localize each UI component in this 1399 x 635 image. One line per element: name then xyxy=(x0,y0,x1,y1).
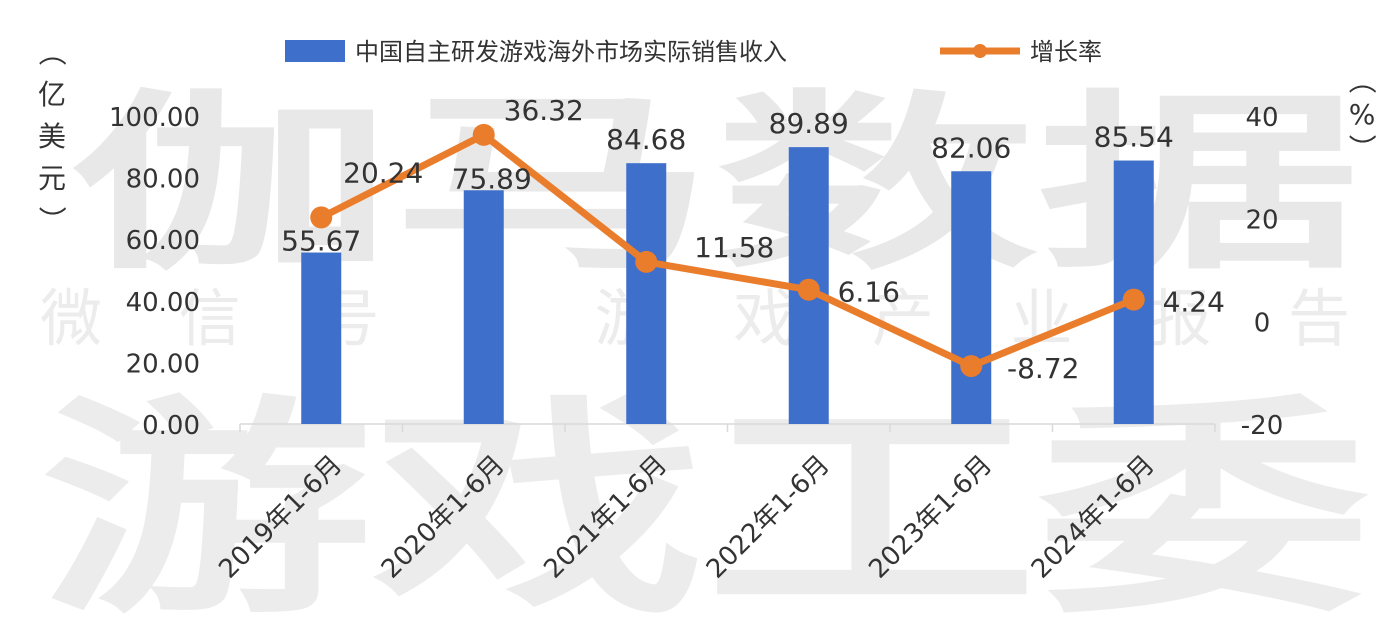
growth-point xyxy=(1122,288,1145,311)
left-axis-tick-label: 0.00 xyxy=(142,411,200,441)
data-labels: 55.67 75.89 84.68 89.89 82.06 85.54 20.24 36.32… xyxy=(281,94,1225,385)
growth-point xyxy=(310,206,333,229)
growth-value-label: 11.58 xyxy=(694,231,774,264)
bar-value-label: 82.06 xyxy=(931,131,1011,164)
left-axis-unit-char: 美 xyxy=(38,120,66,153)
left-axis-unit-char: 亿 xyxy=(38,78,66,111)
legend-line-marker xyxy=(973,44,987,58)
left-axis-unit-char: ） xyxy=(35,206,68,234)
left-axis-tick-label: 80.00 xyxy=(126,165,200,195)
legend: 中国自主研发游戏海外市场实际销售收入 增长率 xyxy=(285,38,1102,66)
right-axis-tick-label: 40 xyxy=(1245,103,1278,133)
bar-value-label: 85.54 xyxy=(1094,121,1174,154)
bar xyxy=(626,163,667,424)
bar xyxy=(463,190,504,424)
left-axis-unit: （ 亿美元 ） xyxy=(35,38,68,234)
growth-value-label: 4.24 xyxy=(1163,286,1225,319)
right-axis-tick-label: 0 xyxy=(1254,308,1271,338)
right-axis-unit-char: （ xyxy=(1345,66,1378,94)
growth-value-label: 20.24 xyxy=(343,156,423,189)
growth-value-label: -8.72 xyxy=(1007,352,1079,385)
growth-value-label: 36.32 xyxy=(504,94,584,127)
watermark-line-3: 游戏工委 xyxy=(40,378,1370,635)
left-axis-tick-label: 60.00 xyxy=(126,226,200,256)
bar-value-label: 55.67 xyxy=(281,225,361,258)
bar xyxy=(951,171,992,424)
right-axis-tick-label: 20 xyxy=(1245,206,1278,236)
growth-point xyxy=(635,250,658,273)
legend-bar-swatch xyxy=(285,40,345,62)
right-axis-tick-label: -20 xyxy=(1241,411,1283,441)
growth-line xyxy=(310,123,1145,378)
bar xyxy=(301,252,342,424)
growth-point xyxy=(960,355,983,378)
growth-value-label: 6.16 xyxy=(838,276,900,309)
bar-value-label: 89.89 xyxy=(769,107,849,140)
left-axis-tick-label: 100.00 xyxy=(109,103,200,133)
left-axis-unit-char: 元 xyxy=(38,162,66,195)
legend-line-label: 增长率 xyxy=(1030,38,1102,66)
legend-bar-label: 中国自主研发游戏海外市场实际销售收入 xyxy=(355,38,787,66)
bar-value-label: 84.68 xyxy=(606,123,686,156)
bar-value-label: 75.89 xyxy=(452,162,532,195)
right-axis-unit-char: % xyxy=(1349,98,1376,131)
left-axis-tick-label: 40.00 xyxy=(126,288,200,318)
growth-line-path xyxy=(319,131,1136,370)
growth-point xyxy=(797,278,820,301)
right-axis-unit: （% ） xyxy=(1345,66,1378,162)
growth-point xyxy=(472,123,495,146)
bars xyxy=(301,147,1154,424)
left-axis-unit-char: （ xyxy=(35,38,68,66)
right-axis-unit-char: ） xyxy=(1345,134,1378,162)
left-axis-tick-label: 20.00 xyxy=(126,349,200,379)
